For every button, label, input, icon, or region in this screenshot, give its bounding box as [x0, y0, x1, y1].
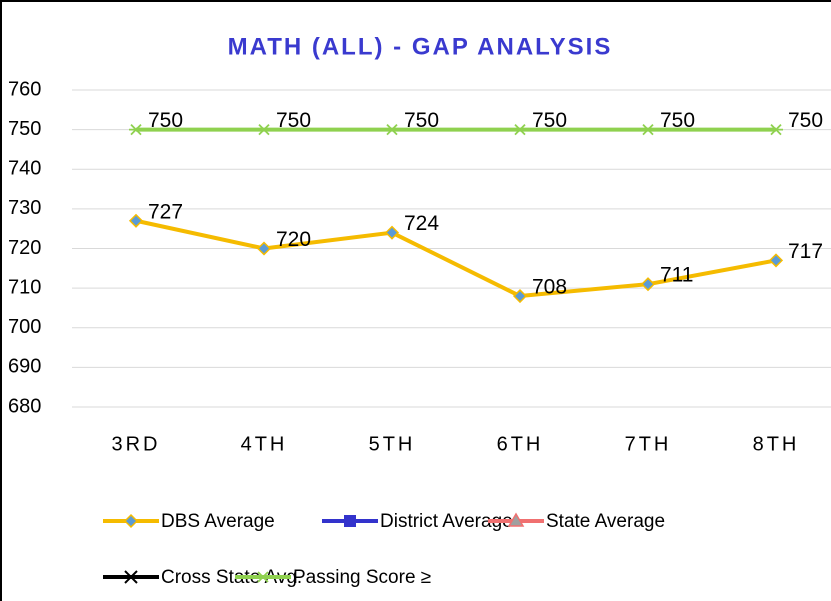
data-label: 750: [532, 109, 567, 132]
x-tick-label: 5TH: [369, 433, 416, 455]
x-tick-label: 4TH: [241, 433, 288, 455]
legend-label: State Average: [546, 511, 665, 532]
x-tick-label: 8TH: [753, 433, 800, 455]
series-line: [135, 218, 777, 299]
data-label: 750: [660, 109, 695, 132]
legend-label: District Average: [380, 511, 513, 532]
legend-label: DBS Average: [161, 511, 275, 532]
marker: [385, 123, 399, 136]
marker: [384, 225, 400, 240]
y-tick-label: 680: [8, 395, 41, 417]
data-label: 720: [276, 228, 311, 251]
data-label: 750: [276, 109, 311, 132]
marker: [344, 515, 356, 527]
marker: [128, 213, 144, 228]
y-tick-label: 690: [8, 356, 41, 378]
marker: [768, 253, 784, 268]
marker: [123, 513, 139, 529]
marker: [256, 571, 270, 583]
plot-area: 727 720 724 708 711 717 750 750 750 750 750 750: [128, 109, 823, 304]
x-tick-label: 6TH: [497, 433, 544, 455]
data-label: 750: [148, 109, 183, 132]
data-label: 750: [404, 109, 439, 132]
chart-title: MATH (ALL) - GAP ANALYSIS: [228, 33, 613, 60]
data-label: 717: [788, 240, 823, 263]
marker: [129, 123, 143, 136]
legend-label: Passing Score ≥: [293, 567, 431, 588]
y-tick-label: 730: [8, 197, 41, 219]
y-tick-label: 720: [8, 237, 41, 259]
y-tick-label: 760: [8, 78, 41, 100]
marker: [507, 512, 525, 527]
marker: [641, 123, 655, 136]
marker: [257, 123, 271, 136]
x-tick-label: 7TH: [625, 433, 672, 455]
y-tick-label: 740: [8, 158, 41, 180]
y-tick-label: 750: [8, 118, 41, 140]
marker: [512, 288, 528, 304]
data-label: 724: [404, 212, 439, 235]
y-tick-label: 710: [8, 276, 41, 298]
data-label: 708: [532, 276, 567, 299]
data-label: 711: [660, 264, 693, 287]
marker: [124, 570, 138, 584]
marker: [256, 241, 272, 256]
marker: [640, 277, 656, 292]
x-tick-label: 3RD: [111, 433, 160, 455]
marker: [513, 123, 527, 136]
marker: [769, 123, 783, 136]
data-label: 750: [788, 109, 823, 132]
data-label: 727: [148, 200, 183, 223]
legend: DBS Average District Average State Average…: [103, 511, 665, 588]
y-tick-label: 700: [8, 316, 41, 338]
